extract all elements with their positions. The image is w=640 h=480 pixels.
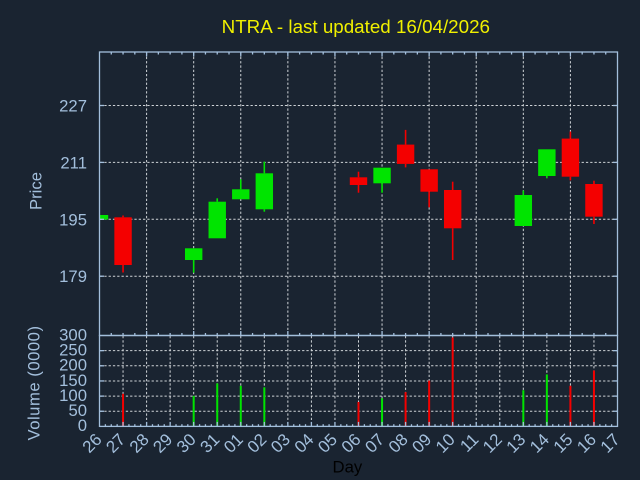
svg-text:Price: Price	[27, 172, 46, 210]
svg-text:195: 195	[59, 210, 87, 229]
svg-text:100: 100	[59, 386, 87, 405]
svg-text:50: 50	[68, 401, 87, 420]
svg-text:0: 0	[78, 416, 87, 435]
svg-text:Volume (0000): Volume (0000)	[25, 325, 44, 440]
svg-text:250: 250	[59, 340, 87, 359]
svg-text:300: 300	[59, 325, 87, 344]
svg-text:211: 211	[60, 153, 87, 172]
svg-text:179: 179	[59, 267, 87, 286]
svg-text:NTRA - last updated 16/04/2026: NTRA - last updated 16/04/2026	[222, 16, 490, 37]
svg-text:200: 200	[59, 356, 87, 375]
svg-text:Day: Day	[333, 458, 363, 477]
svg-text:150: 150	[59, 371, 87, 390]
svg-text:227: 227	[59, 97, 87, 116]
